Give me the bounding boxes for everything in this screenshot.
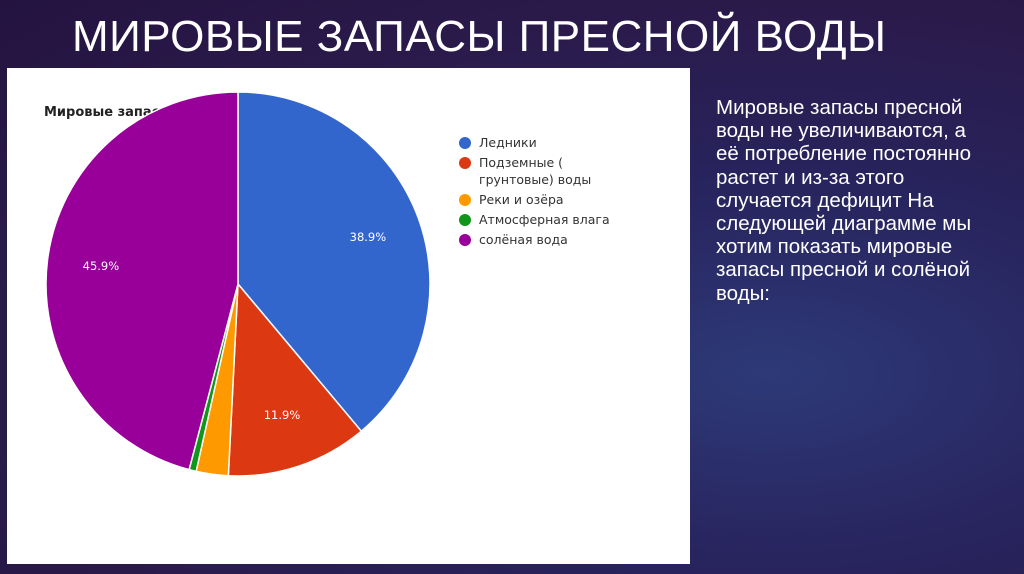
legend-item-0: Ледники [459, 135, 537, 150]
pie-chart: Мировые запасы пресной воды 38.9%11.9%45… [44, 91, 610, 477]
legend-item-3: Атмосферная влага [459, 212, 610, 227]
slide-title: МИРОВЫЕ ЗАПАСЫ ПРЕСНОЙ ВОДЫ [72, 12, 887, 61]
legend-label-1-line1: грунтовые) воды [479, 172, 591, 187]
legend-marker-4 [459, 234, 471, 246]
pie-slice-0 [237, 91, 431, 433]
legend-marker-0 [459, 137, 471, 149]
legend-label-2: Реки и озёра [479, 192, 564, 207]
legend-item-2: Реки и озёра [459, 192, 564, 207]
description-text: Мировые запасы пресной воды не увеличива… [716, 96, 972, 305]
slice-label-1: 11.9% [264, 408, 301, 422]
pie-slice-4 [45, 91, 239, 471]
slice-labels: 38.9% 11.9% 45.9% [83, 230, 387, 422]
legend-marker-1 [459, 157, 471, 169]
pie-slices [45, 91, 431, 477]
pie-slice-1 [227, 282, 363, 477]
slice-label-0: 38.9% [350, 230, 387, 244]
chart-legend: Ледники Подземные ( грунтовые) воды Реки и … [459, 135, 610, 247]
legend-item-4: солёная вода [459, 232, 568, 247]
legend-marker-3 [459, 214, 471, 226]
legend-marker-2 [459, 194, 471, 206]
legend-label-0: Ледники [479, 135, 537, 150]
slice-label-4: 45.9% [83, 259, 120, 273]
chart-panel: Мировые запасы пресной воды 38.9%11.9%45… [7, 68, 690, 564]
legend-item-1: Подземные ( грунтовые) воды [459, 155, 591, 187]
legend-label-3: Атмосферная влага [479, 212, 610, 227]
legend-label-4: солёная вода [479, 232, 568, 247]
legend-label-1: Подземные ( [479, 155, 563, 170]
